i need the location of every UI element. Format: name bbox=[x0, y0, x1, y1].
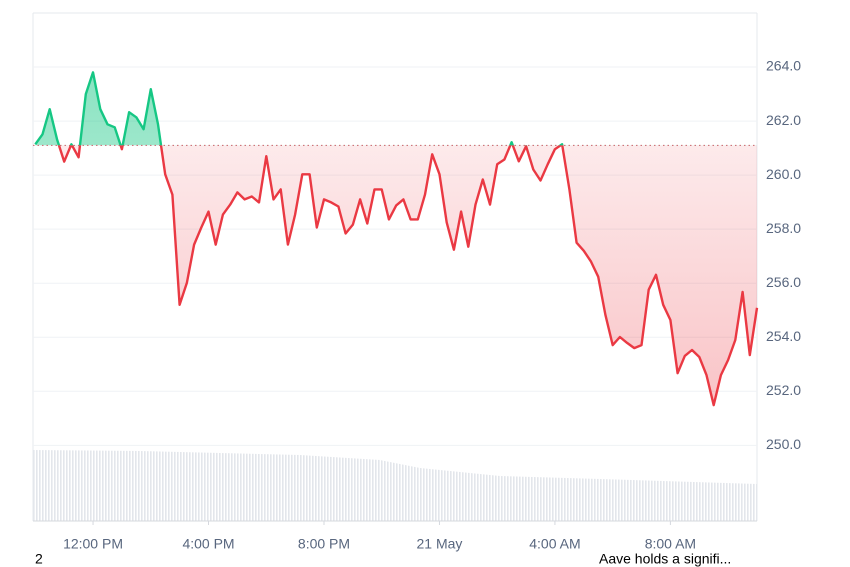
y-tick-label: 264.0 bbox=[766, 58, 801, 74]
plot: 250.0 252.0 254.0 256.0 258.0 260.0 262.0 264.0… bbox=[33, 58, 801, 552]
volume-area bbox=[33, 450, 757, 521]
annotation: Aave holds a signifi... bbox=[599, 551, 731, 567]
y-tick-label: 258.0 bbox=[766, 220, 801, 236]
x-tick-label: 21 May bbox=[416, 536, 462, 552]
x-tick-label: 8:00 PM bbox=[298, 536, 350, 552]
area-down bbox=[58, 145, 757, 406]
y-tick-label: 256.0 bbox=[766, 274, 801, 290]
annotation: 2 bbox=[35, 551, 43, 567]
price-line-up bbox=[34, 71, 564, 146]
x-tick-label: 4:00 PM bbox=[182, 536, 234, 552]
y-tick-label: 252.0 bbox=[766, 382, 801, 398]
y-tick-label: 260.0 bbox=[766, 166, 801, 182]
x-tick-label: 12:00 PM bbox=[63, 536, 123, 552]
y-tick-label: 250.0 bbox=[766, 436, 801, 452]
y-tick-label: 254.0 bbox=[766, 328, 801, 344]
x-tick-label: 4:00 AM bbox=[529, 536, 580, 552]
x-tick-label: 8:00 AM bbox=[645, 536, 696, 552]
area-up bbox=[35, 72, 757, 146]
price-line-down bbox=[57, 145, 759, 407]
y-tick-label: 262.0 bbox=[766, 112, 801, 128]
